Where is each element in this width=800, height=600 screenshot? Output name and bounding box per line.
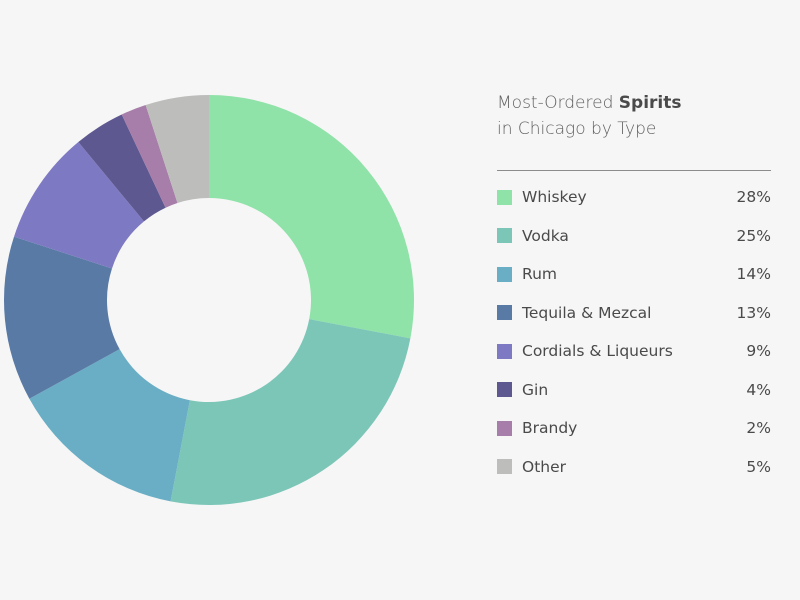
legend-swatch — [497, 266, 512, 282]
legend-value: 28% — [736, 188, 771, 207]
legend-value: 14% — [736, 265, 771, 284]
legend-value: 9% — [746, 342, 771, 361]
legend-value: 5% — [746, 457, 771, 476]
legend-swatch — [497, 228, 512, 244]
legend-swatch — [497, 189, 512, 205]
legend-value: 13% — [736, 303, 771, 322]
donut-slice-brandy — [121, 105, 178, 208]
legend-value: 4% — [746, 380, 771, 399]
legend-swatch — [497, 343, 512, 359]
legend-item-other: Other 5% — [497, 448, 771, 487]
legend-item-whiskey: Whiskey 28% — [497, 178, 771, 217]
legend-label: Gin — [522, 380, 549, 399]
chart-title-prefix: Most-Ordered — [497, 93, 619, 113]
legend-value: 25% — [736, 226, 771, 245]
legend-value: 2% — [746, 419, 771, 438]
legend-swatch — [497, 420, 512, 436]
legend-label: Tequila & Mezcal — [522, 303, 652, 322]
legend-label: Other — [522, 457, 567, 476]
donut-slice-gin — [78, 114, 166, 222]
legend-swatch — [497, 305, 512, 321]
chart-title-block: Most-Ordered Spirits in Chicago by Type — [497, 90, 777, 142]
chart-title-bold: Spirits — [618, 93, 682, 113]
legend-item-vodka: Vodka 25% — [497, 217, 771, 256]
donut-slice-cordials-liqueurs — [14, 142, 144, 269]
legend-label: Whiskey — [522, 188, 587, 207]
legend-item-brandy: Brandy 2% — [497, 409, 771, 448]
legend-label: Brandy — [522, 419, 578, 438]
chart-subtitle: in Chicago by Type — [497, 119, 657, 139]
legend-swatch — [497, 382, 512, 398]
donut-slice-tequila-mezcal — [3, 236, 120, 399]
donut-slices — [3, 95, 415, 505]
chart-title: Most-Ordered Spirits — [497, 90, 777, 116]
chart-legend: Whiskey 28% Vodka 25% Rum 14% Tequila & Mezcal… — [497, 178, 771, 486]
legend-item-gin: Gin 4% — [497, 371, 771, 410]
legend-label: Rum — [522, 265, 557, 284]
legend-swatch — [497, 459, 512, 475]
donut-slice-vodka — [170, 319, 411, 505]
legend-label: Cordials & Liqueurs — [522, 342, 673, 361]
legend-item-tequila-mezcal: Tequila & Mezcal 13% — [497, 294, 771, 333]
legend-item-rum: Rum 14% — [497, 255, 771, 294]
legend-divider — [497, 170, 771, 171]
donut-slice-other — [145, 95, 209, 203]
donut-slice-rum — [29, 349, 190, 502]
donut-chart — [3, 95, 415, 505]
legend-item-cordials-liqueurs: Cordials & Liqueurs 9% — [497, 332, 771, 371]
legend-label: Vodka — [522, 226, 569, 245]
donut-slice-whiskey — [209, 95, 415, 339]
